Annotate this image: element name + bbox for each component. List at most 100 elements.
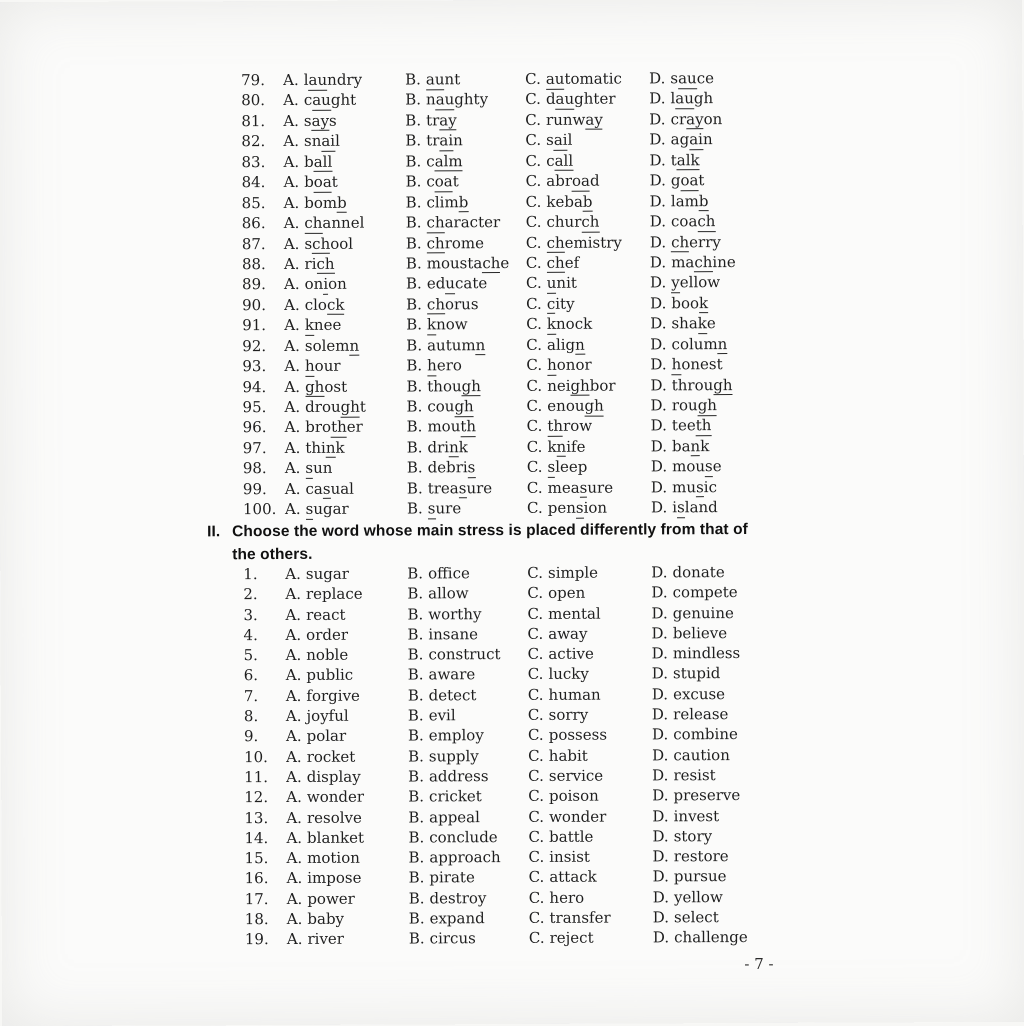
option-letter: D. bbox=[650, 212, 666, 230]
option-d: D.mouse bbox=[651, 457, 722, 475]
option-b: B.office bbox=[407, 564, 527, 583]
option-word: hero bbox=[427, 356, 462, 376]
option-letter: A. bbox=[286, 646, 302, 664]
option-b: B.destroy bbox=[409, 889, 529, 908]
option-c: C.chemistry bbox=[526, 233, 650, 252]
option-word: hour bbox=[305, 357, 341, 377]
option-word: city bbox=[547, 295, 575, 315]
option-word: supply bbox=[429, 747, 479, 765]
option-word: sun bbox=[305, 459, 332, 479]
option-c: C.measure bbox=[527, 478, 651, 497]
option-letter: D. bbox=[651, 563, 667, 581]
option-b: B.employ bbox=[408, 726, 528, 745]
option-a: A.display bbox=[286, 767, 408, 786]
option-letter: D. bbox=[649, 110, 665, 128]
option-a: A.sugar bbox=[285, 500, 407, 519]
option-b: B.evil bbox=[408, 706, 528, 725]
option-b: B.aware bbox=[408, 665, 528, 684]
option-c: C.active bbox=[528, 645, 652, 664]
option-d: D.donate bbox=[651, 563, 724, 581]
option-a: A.wonder bbox=[286, 788, 408, 807]
section-2-label: II. bbox=[207, 520, 232, 566]
option-a: A.drought bbox=[285, 397, 407, 416]
option-word: train bbox=[426, 132, 463, 152]
option-word: insist bbox=[549, 848, 590, 866]
option-d: D.through bbox=[650, 376, 732, 394]
option-c: C.hero bbox=[529, 888, 653, 907]
option-c: C. insist bbox=[528, 848, 652, 867]
option-word: evil bbox=[429, 706, 456, 724]
option-word: clock bbox=[305, 296, 345, 316]
section-heading-line-1: Choose the word whose main stress is pla… bbox=[232, 518, 748, 543]
option-d: D.stupid bbox=[652, 665, 721, 683]
option-word: autumn bbox=[427, 336, 485, 356]
option-word: teeth bbox=[672, 417, 712, 437]
option-letter: D. bbox=[652, 705, 668, 723]
option-letter: B. bbox=[408, 767, 424, 785]
option-word: destroy bbox=[429, 889, 486, 907]
option-word: goat bbox=[671, 171, 705, 191]
option-word: expand bbox=[430, 909, 485, 927]
option-a: A.channel bbox=[284, 214, 406, 233]
option-a: A.noble bbox=[286, 646, 408, 665]
option-c: C.abroad bbox=[526, 172, 650, 191]
option-letter: C. bbox=[528, 848, 544, 866]
option-letter: A. bbox=[285, 459, 301, 477]
option-letter: B. bbox=[408, 849, 424, 867]
question-number: 93. bbox=[242, 357, 284, 375]
option-c: C.transfer bbox=[529, 908, 653, 927]
option-letter: D. bbox=[653, 888, 669, 906]
option-c: C.possess bbox=[528, 726, 652, 745]
option-word: column bbox=[671, 335, 727, 355]
option-c: C.knife bbox=[527, 437, 651, 456]
option-word: order bbox=[306, 626, 348, 644]
option-a: A.brother bbox=[285, 418, 407, 437]
question-number: 88. bbox=[242, 255, 284, 273]
question-number: 2. bbox=[243, 585, 285, 603]
option-letter: C. bbox=[525, 70, 541, 88]
option-word: boat bbox=[304, 173, 338, 193]
option-letter: B. bbox=[408, 788, 424, 806]
option-word: honest bbox=[672, 355, 723, 375]
option-letter: D. bbox=[650, 274, 666, 292]
option-letter: C. bbox=[525, 131, 541, 149]
option-letter: B. bbox=[407, 625, 423, 643]
question-number: 87. bbox=[242, 234, 284, 252]
option-d: D.release bbox=[652, 705, 729, 723]
option-letter: B. bbox=[407, 479, 423, 497]
question-number: 82. bbox=[241, 132, 283, 150]
option-c: C.align bbox=[526, 335, 650, 354]
option-word: sugar bbox=[306, 565, 349, 583]
option-word: pirate bbox=[429, 869, 474, 887]
option-word: detect bbox=[429, 686, 477, 704]
option-word: church bbox=[546, 213, 599, 233]
option-letter: C. bbox=[529, 929, 545, 947]
option-word: pursue bbox=[674, 868, 727, 886]
option-letter: A. bbox=[284, 214, 300, 232]
option-letter: B. bbox=[406, 336, 422, 354]
option-b: B.conclude bbox=[408, 828, 528, 847]
option-a: A.resolve bbox=[286, 808, 408, 827]
option-letter: A. bbox=[283, 112, 299, 130]
option-d: D.lamb bbox=[650, 192, 709, 210]
question-number: 16. bbox=[245, 869, 287, 887]
option-c: C.service bbox=[528, 766, 652, 785]
option-letter: A. bbox=[286, 829, 302, 847]
option-letter: B. bbox=[406, 275, 422, 293]
option-letter: C. bbox=[527, 625, 543, 643]
option-word: open bbox=[548, 584, 585, 602]
option-word: bank bbox=[672, 437, 709, 457]
option-word: river bbox=[307, 930, 344, 948]
option-word: caution bbox=[673, 746, 730, 764]
option-word: mouth bbox=[427, 418, 476, 438]
option-word: machine bbox=[671, 253, 736, 273]
option-word: office bbox=[428, 564, 470, 582]
option-letter: C. bbox=[528, 645, 544, 663]
option-word: abroad bbox=[546, 172, 599, 192]
